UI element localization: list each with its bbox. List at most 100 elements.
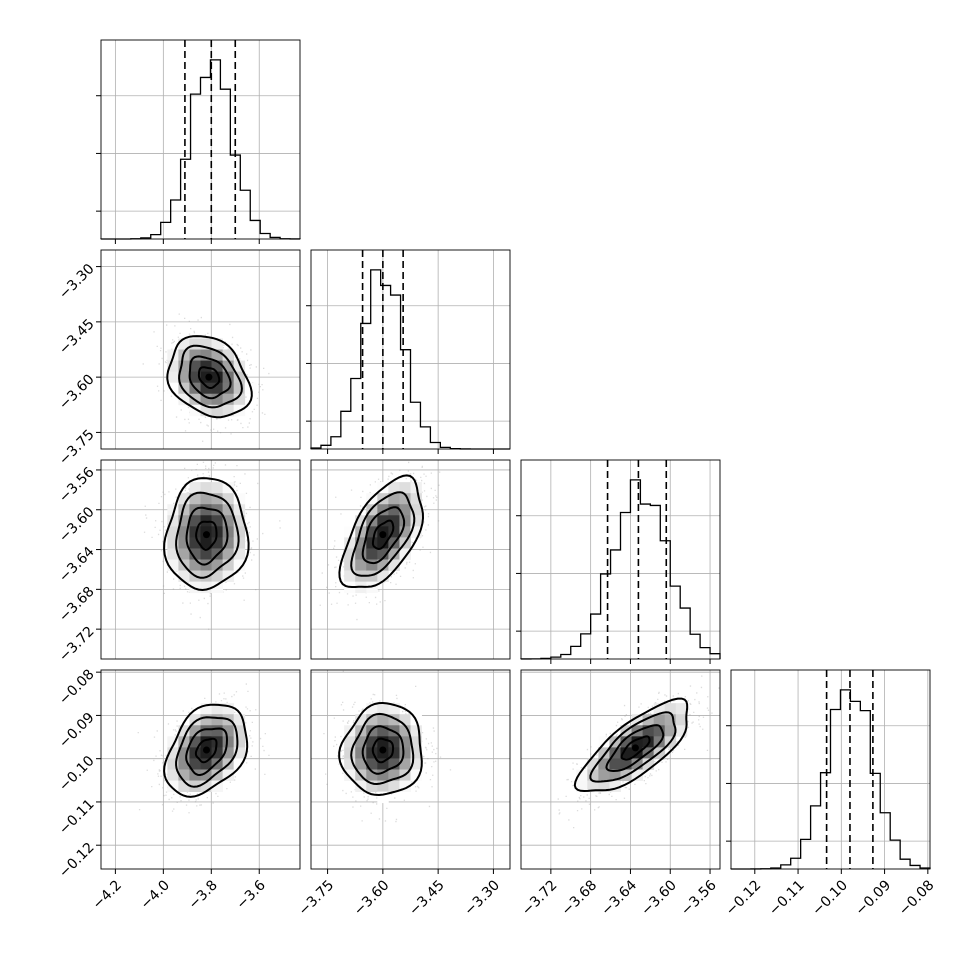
density-cell <box>211 360 224 373</box>
density-cell <box>631 714 644 726</box>
density-cell <box>399 725 411 737</box>
density-cell <box>178 504 190 516</box>
density-cell <box>377 714 389 726</box>
panel-frame <box>730 669 931 870</box>
density-cell <box>189 338 201 350</box>
density-cell <box>377 736 389 748</box>
density-cell <box>377 780 389 793</box>
contour-level <box>194 737 218 764</box>
density-cell <box>222 559 235 571</box>
x-tick-label: −0.08 <box>896 877 938 919</box>
density-cell <box>233 537 246 549</box>
density-cell <box>399 758 411 770</box>
density-cell <box>178 338 190 350</box>
density-cell <box>664 714 677 726</box>
contour-level <box>197 366 221 389</box>
density-cell <box>189 769 201 781</box>
density-cell <box>211 493 224 505</box>
density-cell <box>189 581 201 594</box>
density-cell <box>178 736 190 748</box>
density-cell <box>233 515 246 527</box>
density-cell <box>388 780 400 793</box>
density-cell <box>233 493 246 505</box>
density-cell <box>233 725 246 737</box>
density-cell <box>631 769 644 781</box>
contour-level <box>620 735 651 761</box>
density-cell <box>388 504 400 516</box>
x-tick-label: −0.09 <box>853 877 895 919</box>
density-cell <box>211 714 224 726</box>
x-tick-label: −3.30 <box>461 877 503 919</box>
density-cell <box>211 515 224 527</box>
contour-level <box>175 491 240 579</box>
density-cell <box>233 504 246 516</box>
density-cell <box>377 559 389 571</box>
density-cell <box>344 559 356 571</box>
density-cell <box>200 725 212 737</box>
density-cell <box>211 758 224 770</box>
density-cell <box>410 758 422 770</box>
density-peak <box>202 746 210 754</box>
density-cell <box>366 758 378 770</box>
density-cell <box>189 548 201 560</box>
density-cell <box>222 570 235 583</box>
density-cell <box>377 703 389 715</box>
density-cell <box>222 703 235 715</box>
density-cell <box>344 736 356 748</box>
density-cell <box>189 758 201 770</box>
density-cell <box>344 769 356 781</box>
density-cell <box>222 515 235 527</box>
density-cell <box>355 747 367 759</box>
density-cell <box>200 758 212 770</box>
density-cell <box>620 736 632 748</box>
density-peak <box>379 746 387 754</box>
density-cell <box>653 714 666 726</box>
density-cell <box>211 393 224 406</box>
x-tick-label: −3.60 <box>638 877 680 919</box>
density-cell <box>200 736 212 748</box>
density-cell <box>399 548 411 560</box>
hist-panel-2 <box>516 459 721 660</box>
density-cell <box>189 360 201 373</box>
x-tick-label: −3.72 <box>519 877 561 919</box>
contour-level <box>178 344 243 409</box>
density-cell <box>675 703 688 715</box>
contour-level <box>175 716 239 788</box>
density-cell <box>178 382 190 395</box>
density-cell <box>377 504 389 516</box>
density-cell <box>189 404 201 417</box>
density-cell <box>609 769 621 781</box>
density-cell <box>587 780 599 793</box>
y-tick-label: −3.64 <box>56 544 98 586</box>
hist-panel-3 <box>726 669 931 870</box>
x-tick-label: −3.64 <box>598 877 640 919</box>
density-cell <box>189 515 201 527</box>
density-cell <box>598 747 610 759</box>
density-cell <box>222 349 235 361</box>
contour-level <box>338 474 425 588</box>
density-cell <box>233 382 246 395</box>
density-cell <box>399 714 411 726</box>
panel-frame <box>100 249 301 450</box>
density-cell <box>399 515 411 527</box>
density-cell <box>653 703 666 715</box>
contour-level <box>361 725 405 775</box>
density-cell <box>399 747 411 759</box>
density-cell <box>233 559 246 571</box>
density-cell <box>178 537 190 549</box>
density-cell <box>222 526 235 538</box>
density-cell <box>355 515 367 527</box>
density-cell <box>167 780 179 793</box>
density-cell <box>388 714 400 726</box>
pair-panel-2-0 <box>100 459 301 660</box>
density-cell <box>200 493 212 505</box>
hist-panel-1 <box>306 249 511 450</box>
contour-level <box>338 701 423 797</box>
contour-level <box>573 697 689 793</box>
density-cell <box>200 482 212 494</box>
density-cell <box>233 526 246 538</box>
density-cell <box>388 482 400 494</box>
density-cell <box>366 725 378 737</box>
density-cell <box>167 504 179 516</box>
